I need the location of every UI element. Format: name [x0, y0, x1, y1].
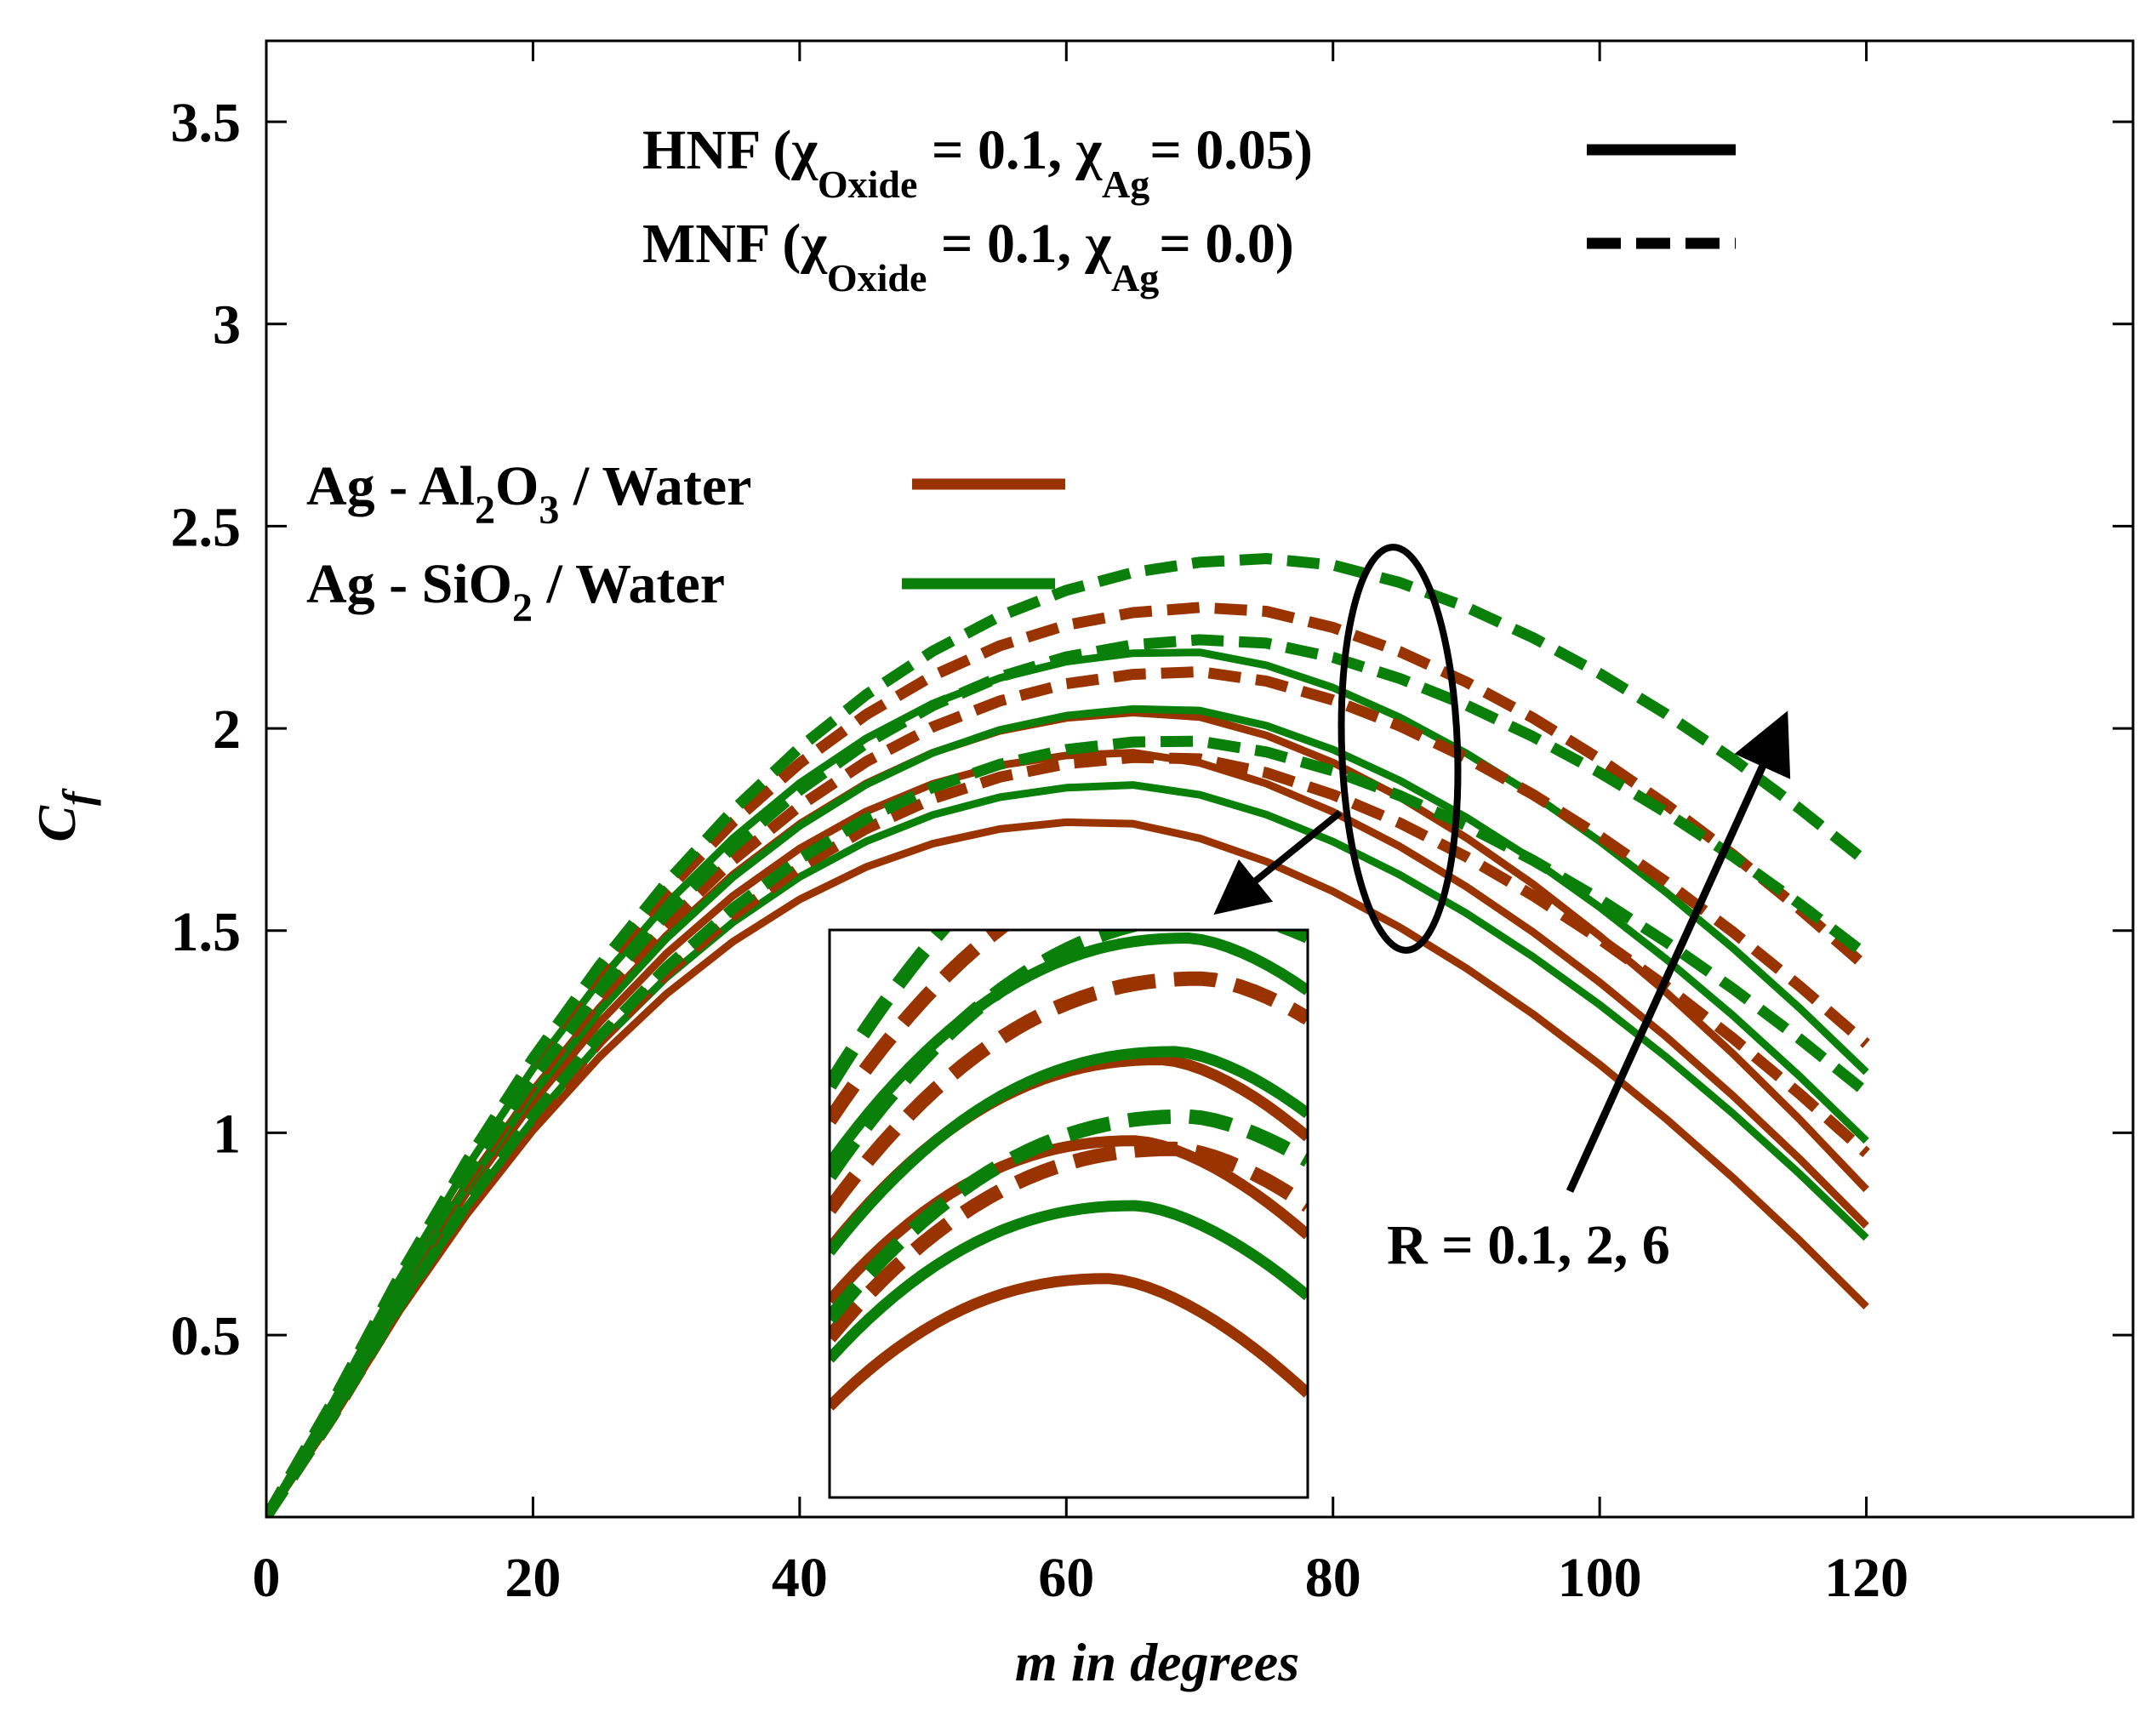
inset-lines: [830, 930, 1308, 1411]
y-tick-label: 2.5: [171, 496, 242, 558]
inset-line-8: [830, 971, 1308, 1214]
inset-line-11: [830, 930, 1308, 1181]
legend-al2o3-sub1: 2: [475, 488, 495, 533]
zoom-ellipse: [1338, 544, 1462, 954]
y-tick-label: 0.5: [171, 1305, 242, 1367]
inset-line-12: [830, 930, 952, 1090]
legend-al2o3-sub2: 3: [539, 488, 559, 533]
inset-line-1: [830, 1273, 1308, 1411]
series-line-1: [266, 818, 1869, 1517]
inset-line-5: [830, 1046, 1308, 1256]
y-axis-title: Cf: [26, 788, 101, 842]
inset-line-10: [830, 1109, 1308, 1324]
legend-hnf-chi-oxide: χ: [790, 119, 818, 181]
inset-arrow: [1213, 809, 1343, 916]
inset-frame: [828, 928, 1309, 1499]
legend-mnf-mid: = 0.1,: [927, 213, 1085, 275]
legend-hnf-suffix: = 0.05): [1149, 119, 1313, 181]
legend-mnf-sub-oxide: Oxide: [827, 256, 927, 299]
legend-mnf-prefix: MNF (: [642, 213, 801, 275]
series-line-2: [266, 749, 1869, 1517]
inset-line-4: [830, 1200, 1308, 1363]
inset-line-7: [830, 1141, 1308, 1343]
y-axis-title-sub: f: [54, 788, 101, 806]
series-lines: [266, 553, 1870, 1517]
series-line-10: [266, 735, 1870, 1517]
inset-line-2: [830, 1135, 1308, 1305]
axes-frame: [265, 39, 2135, 1519]
y-tick-label: 2: [213, 699, 241, 761]
x-tick-label: 120: [1824, 1547, 1908, 1609]
x-tick-label: 100: [1558, 1547, 1642, 1609]
r-increase-arrow: [1566, 710, 1791, 1193]
plot-border: [265, 39, 2135, 1519]
legend-mnf-suffix: = 0.0): [1159, 213, 1294, 275]
inset-zoom: [828, 928, 1309, 1499]
legend-hnf-label: HNF (χOxide = 0.1, χAg= 0.05): [642, 119, 1313, 206]
legend-mnf-chi-oxide: χ: [800, 213, 828, 275]
legend-sio2-part-c: / Water: [533, 553, 725, 615]
y-tick-label: 1.5: [171, 901, 242, 963]
x-tick-label: 80: [1305, 1547, 1361, 1609]
y-tick-label: 1: [213, 1103, 241, 1165]
legend-mnf-sub-ag: Ag: [1111, 256, 1159, 299]
legend-al2o3-part-b: O: [495, 455, 539, 517]
plot-area: [266, 553, 1870, 1517]
legend-hnf-mid: = 0.1,: [917, 119, 1075, 181]
legend-mnf-chi-ag: χ: [1084, 213, 1112, 275]
legend: HNF (χOxide = 0.1, χAg= 0.05)MNF (χOxide…: [306, 119, 1736, 630]
legend-sio2-part-a: Ag - SiO: [306, 553, 512, 615]
r-values-annotation: R = 0.1, 2, 6: [1387, 1214, 1670, 1276]
legend-hnf-sub-ag: Ag: [1102, 163, 1149, 206]
x-axis-title: m in degrees: [1015, 1632, 1299, 1692]
x-tick-label: 0: [253, 1547, 281, 1609]
x-tick-label: 20: [505, 1547, 561, 1609]
legend-al2o3-part-a: Ag - Al: [306, 455, 475, 517]
series-line-11: [266, 634, 1870, 1517]
x-tick-label: 40: [772, 1547, 828, 1609]
axis-labels: 0 20 40 60 80 100 120 0.5 1 1.5 2 2.5 3 3.5 m in degre…: [26, 92, 1908, 1692]
legend-sio2-sub1: 2: [512, 585, 533, 630]
inset-line-9: [830, 930, 1011, 1125]
y-tick-label: 3: [213, 294, 241, 357]
y-axis-title-main: C: [26, 805, 87, 842]
legend-mnf-label: MNF (χOxide = 0.1, χAg= 0.0): [642, 213, 1294, 299]
legend-al2o3-part-c: / Water: [559, 455, 751, 517]
x-tick-label: 60: [1038, 1547, 1094, 1609]
y-tick-label: 3.5: [171, 92, 242, 154]
legend-sio2-label: Ag - SiO2 / Water: [306, 553, 725, 630]
legend-hnf-chi-ag: χ: [1075, 119, 1104, 181]
annotations: R = 0.1, 2, 6: [1213, 544, 1791, 1276]
legend-hnf-sub-oxide: Oxide: [818, 163, 918, 206]
legend-hnf-prefix: HNF (: [642, 119, 791, 181]
legend-al2o3-label: Ag - Al2O3 / Water: [306, 455, 751, 533]
series-line-12: [266, 553, 1870, 1517]
